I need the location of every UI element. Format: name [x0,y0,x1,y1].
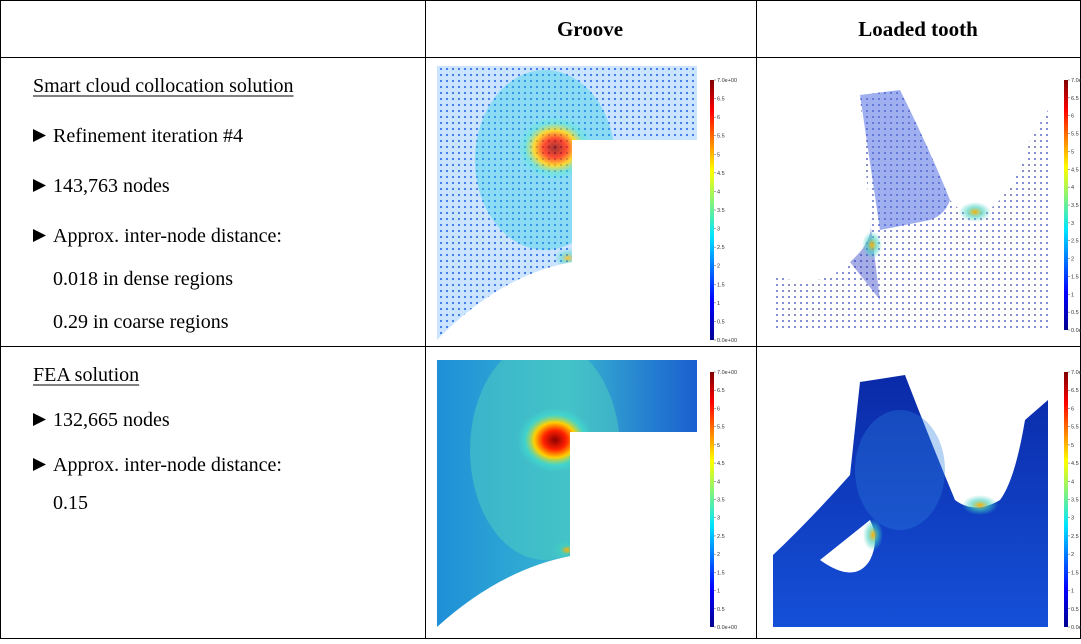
colorbar-label: 6 [1071,406,1074,412]
list-note: 0.29 in coarse regions [53,311,229,333]
colorbar-label: 4.5 [1071,461,1079,467]
bullet [33,129,46,142]
colorbar-label: 3.5 [1071,203,1079,209]
colorbar-label: 4 [1071,185,1074,191]
colorbar-label: 0.0e+00 [717,338,737,344]
colorbar-label: 3 [1071,516,1074,522]
bullet [33,413,46,426]
colorbar-label: 2.5 [717,534,725,540]
colorbar-label: 7.0e+00 [1071,78,1081,84]
colorbar-label: 1.5 [1071,570,1079,576]
list-item: Approx. inter-node distance: [53,454,282,476]
colorbar-label: 1.5 [1071,274,1079,280]
colorbar-label: 0.0e+00 [1071,328,1081,334]
colorbar-label: 4.5 [1071,167,1079,173]
colorbar [710,80,714,340]
colorbar-label: 7.0e+00 [717,370,737,376]
colorbar [710,372,714,627]
colorbar-label: 5 [717,152,720,158]
groove-fea-plot [437,360,697,627]
colorbar-label: 7.0e+00 [1071,370,1081,376]
colorbar-label: 1 [1071,292,1074,298]
colorbar-label: 6 [1071,114,1074,120]
colorbar-label: 3.5 [1071,498,1079,504]
colorbar-label: 6.5 [717,388,725,394]
colorbar-label: 5 [1071,443,1074,449]
colorbar-label: 5.5 [717,134,725,140]
colorbar-label: 2.5 [1071,534,1079,540]
colorbar-label: 2 [1071,552,1074,558]
colorbar-label: 0.0e+00 [717,625,737,631]
colorbar-label: 6 [717,406,720,412]
colorbar-label: 2.5 [717,245,725,251]
content: Groove Loaded tooth Smart cloud collocatio… [33,17,1081,631]
bullet [33,229,46,242]
row-heading: Smart cloud collocation solution [33,75,294,97]
colorbar-label: 4 [717,479,720,485]
colorbar-label: 3 [1071,221,1074,227]
colorbar-label: 0.0e+00 [1071,625,1081,631]
colorbar-label: 1.5 [717,282,725,288]
list-item: Refinement iteration #4 [53,125,243,147]
colorbar-label: 0.5 [717,607,725,613]
colorbar-label: 0.5 [1071,310,1079,316]
colorbar-label: 2 [717,264,720,270]
colorbar [1064,372,1068,627]
colorbar-label: 0.5 [717,319,725,325]
colorbar-label: 1 [717,301,720,307]
colorbar-label: 5.5 [717,425,725,431]
list-note: 0.15 [53,492,88,514]
colorbar-label: 0.5 [1071,607,1079,613]
colorbar-label: 5 [717,443,720,449]
row-heading: FEA solution [33,364,139,386]
colorbar-label: 4.5 [717,171,725,177]
colorbar-label: 2 [1071,257,1074,263]
bullet [33,458,46,471]
colorbar-label: 4.5 [717,461,725,467]
colorbar-label: 6.5 [1071,388,1079,394]
list-item: Approx. inter-node distance: [53,225,282,247]
list-item: 143,763 nodes [53,175,170,197]
colorbar-label: 5.5 [1071,425,1079,431]
colorbar-label: 1.5 [717,570,725,576]
colorbar-label: 2 [717,552,720,558]
tooth-fea-plot [773,375,1048,627]
list-item: 132,665 nodes [53,409,170,431]
colorbar-label: 3 [717,516,720,522]
colorbar-label: 2.5 [1071,239,1079,245]
column-header: Groove [557,17,623,41]
colorbar [1064,80,1068,330]
colorbar-label: 6 [717,115,720,121]
colorbar-label: 6.5 [1071,96,1079,102]
colorbar-label: 5.5 [1071,132,1079,138]
colorbar-label: 6.5 [717,97,725,103]
colorbar-label: 3.5 [717,208,725,214]
colorbar-label: 3 [717,227,720,233]
colorbar-label: 5 [1071,149,1074,155]
column-header: Loaded tooth [858,17,978,41]
groove-cloud-plot [437,66,697,340]
colorbar-label: 4 [717,189,720,195]
bullet [33,179,46,192]
colorbar-label: 4 [1071,479,1074,485]
tooth-cloud-plot [773,90,1048,330]
colorbar-label: 1 [717,589,720,595]
colorbar-label: 3.5 [717,498,725,504]
list-note: 0.018 in dense regions [53,268,233,290]
colorbar-label: 7.0e+00 [717,78,737,84]
colorbar-label: 1 [1071,589,1074,595]
